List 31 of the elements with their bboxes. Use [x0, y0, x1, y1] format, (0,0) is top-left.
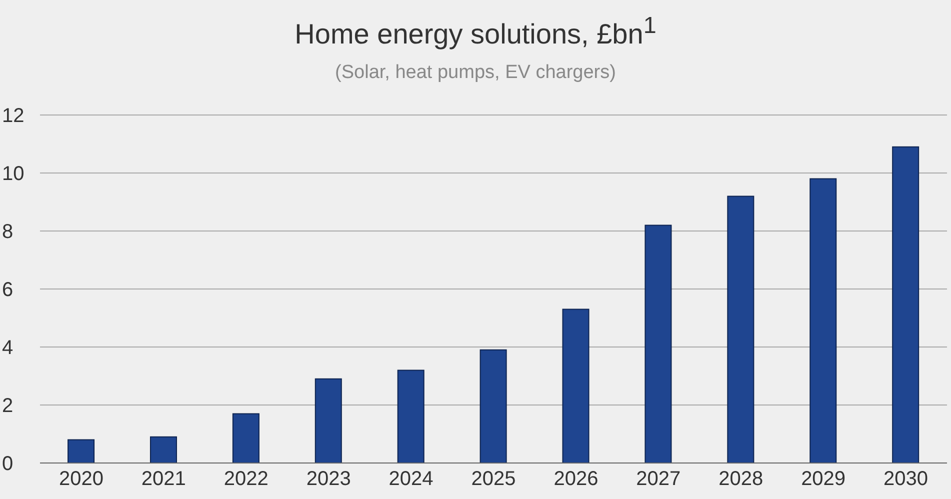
bar: [397, 370, 424, 463]
chart-title: Home energy solutions, £bn$^{1}$: [294, 12, 658, 50]
x-tick-label: 2029: [801, 468, 846, 490]
bar: [562, 308, 590, 463]
bar: [644, 224, 672, 463]
y-tick-label: 6: [2, 279, 14, 302]
bar: [810, 178, 837, 463]
chart-subtitle: (Solar, heat pumps, EV chargers): [334, 62, 617, 84]
x-tick-label: 2026: [554, 468, 598, 490]
x-tick-label: 2022: [224, 468, 268, 490]
x-tick-label: 2024: [388, 468, 434, 490]
bar: [68, 439, 95, 463]
x-tick-label: 2020: [58, 468, 104, 490]
bar: [480, 349, 507, 463]
y-tick-label: 2: [2, 395, 14, 418]
bar: [727, 196, 754, 463]
x-tick-label: 2021: [141, 468, 186, 490]
y-tick-label: 0: [2, 453, 14, 476]
y-tick-label: 8: [2, 221, 14, 244]
y-tick-label: 4: [2, 337, 14, 360]
bar: [314, 378, 342, 463]
bar: [232, 413, 260, 463]
bar: [892, 146, 920, 463]
x-tick-label: 2023: [306, 468, 351, 490]
x-tick-label: 2028: [718, 468, 764, 490]
x-tick-label: 2030: [884, 468, 928, 490]
y-tick-label: 12: [2, 105, 24, 128]
y-tick-label: 10: [2, 163, 24, 186]
x-tick-label: 2025: [471, 468, 516, 490]
x-tick-label: 2027: [636, 468, 681, 490]
bar: [150, 436, 177, 463]
